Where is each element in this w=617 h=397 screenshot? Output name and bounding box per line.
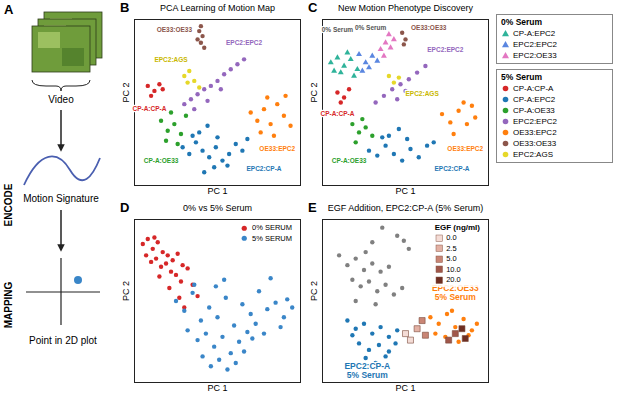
svg-text:CP-A:OE33: CP-A:OE33 bbox=[144, 157, 179, 164]
svg-text:ENCODE: ENCODE bbox=[3, 183, 14, 226]
html-text:0.0: 0.0 bbox=[446, 233, 457, 242]
html-text:0% vs 5% Serum: 0% vs 5% Serum bbox=[183, 203, 252, 213]
html-text:5% Serum: 5% Serum bbox=[501, 72, 543, 82]
svg-text:CP-A:CP-A: CP-A:CP-A bbox=[320, 110, 354, 117]
html-text:2.5: 2.5 bbox=[446, 243, 457, 253]
svg-text:OE33:EPC2: OE33:EPC2 bbox=[447, 145, 483, 152]
svg-text:Motion Signature: Motion Signature bbox=[23, 193, 99, 204]
html-text:E: E bbox=[308, 200, 317, 215]
html-text:New Motion Phenotype Discovery: New Motion Phenotype Discovery bbox=[338, 3, 473, 13]
svg-text:EPC2:EPC2: EPC2:EPC2 bbox=[226, 39, 263, 46]
svg-text:PC 2: PC 2 bbox=[121, 281, 131, 301]
svg-text:EPC2:AGS: EPC2:AGS bbox=[405, 90, 439, 97]
svg-text:0% Serum: 0% Serum bbox=[322, 26, 354, 33]
html-text:CP-A:OE33: CP-A:OE33 bbox=[513, 106, 555, 115]
html-text:OE33:OE33: OE33:OE33 bbox=[513, 139, 557, 148]
html-text:EPC2:OE33: EPC2:OE33 bbox=[431, 283, 479, 294]
html-text:EPC2:EPC2: EPC2:EPC2 bbox=[513, 117, 557, 126]
html-text:EGF Addition, EPC2:CP-A (5% Se: EGF Addition, EPC2:CP-A (5% Serum) bbox=[327, 203, 484, 213]
svg-text:Video: Video bbox=[48, 94, 74, 105]
svg-text:A: A bbox=[4, 2, 14, 17]
svg-text:PC 2: PC 2 bbox=[121, 82, 131, 102]
html-text:EPC2:OE33: EPC2:OE33 bbox=[513, 51, 557, 60]
html-text:C: C bbox=[308, 0, 318, 15]
html-text:CP-A:EPC2: CP-A:EPC2 bbox=[513, 95, 556, 104]
html-text:B: B bbox=[120, 0, 130, 15]
svg-text:CP-A:CP-A: CP-A:CP-A bbox=[132, 105, 166, 112]
svg-text:CP-A:OE33: CP-A:OE33 bbox=[332, 157, 367, 164]
html-text:0% Serum: 0% Serum bbox=[501, 17, 543, 27]
svg-text:EPC2:CP-A: EPC2:CP-A bbox=[434, 165, 469, 172]
html-text:5% Serum: 5% Serum bbox=[434, 292, 476, 303]
svg-text:EPC2:EPC2: EPC2:EPC2 bbox=[427, 46, 464, 53]
html-text:CP-A:CP-A: CP-A:CP-A bbox=[513, 84, 554, 93]
svg-text:EPC2:CP-A5% Serum: EPC2:CP-A5% Serum bbox=[344, 361, 390, 380]
svg-text:MAPPING: MAPPING bbox=[3, 281, 14, 328]
html-text:EPC2:EPC2: EPC2:EPC2 bbox=[513, 40, 557, 49]
svg-text:Point in 2D plot: Point in 2D plot bbox=[29, 335, 97, 346]
html-text:OE33:EPC2: OE33:EPC2 bbox=[513, 128, 557, 137]
html-text:0% SERUM: 0% SERUM bbox=[252, 223, 292, 232]
svg-text:0% Serum: 0% Serum bbox=[355, 24, 387, 31]
svg-text:EPC2:CP-A: EPC2:CP-A bbox=[246, 165, 281, 172]
html-text:EGF (ng/ml): EGF (ng/ml) bbox=[434, 223, 480, 232]
html-text:CP-A:EPC2: CP-A:EPC2 bbox=[513, 29, 556, 38]
svg-text:PC 1: PC 1 bbox=[395, 383, 415, 393]
svg-text:PC 2: PC 2 bbox=[309, 82, 319, 102]
svg-text:OE33:OE33: OE33:OE33 bbox=[157, 26, 193, 33]
html-text:5% SERUM: 5% SERUM bbox=[252, 233, 292, 243]
svg-text:PC 2: PC 2 bbox=[309, 281, 319, 301]
svg-text:OE33:OE33: OE33:OE33 bbox=[411, 24, 447, 31]
svg-text:PC 1: PC 1 bbox=[207, 383, 227, 393]
svg-text:OE33:EPC2: OE33:EPC2 bbox=[259, 145, 295, 152]
svg-text:EPC2:AGS: EPC2:AGS bbox=[154, 56, 188, 63]
html-text:5.0: 5.0 bbox=[446, 254, 457, 263]
svg-text:PC 1: PC 1 bbox=[207, 186, 227, 196]
html-text:EPC2:AGS: EPC2:AGS bbox=[513, 150, 553, 159]
html-text:10.0: 10.0 bbox=[446, 264, 461, 274]
html-text:20.0: 20.0 bbox=[446, 275, 461, 284]
html-text:D: D bbox=[120, 200, 130, 215]
svg-text:PC 1: PC 1 bbox=[395, 186, 415, 196]
html-text:PCA Learning of Motion Map: PCA Learning of Motion Map bbox=[160, 3, 275, 13]
